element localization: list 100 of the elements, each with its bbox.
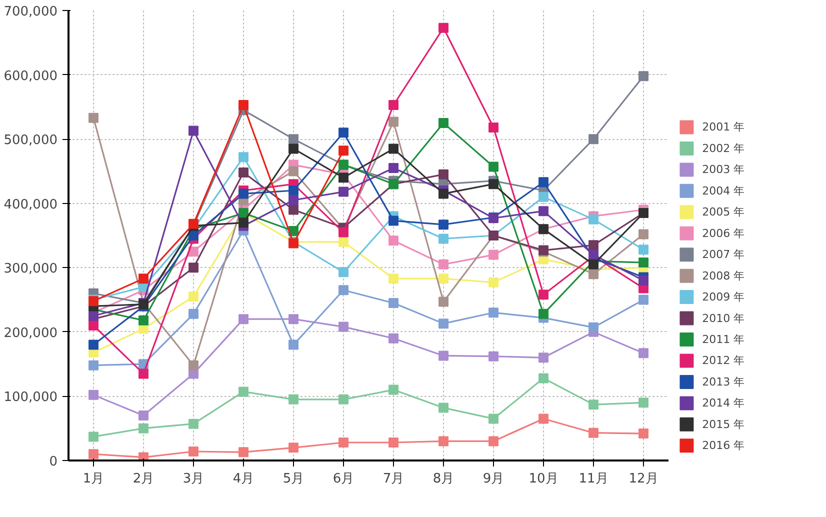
y-tick-label: 500,000 xyxy=(4,133,58,148)
x-tick-label: 2月 xyxy=(132,472,154,486)
legend-label: 2013 年 xyxy=(702,375,745,388)
y-tick-label: 400,000 xyxy=(4,197,58,212)
point xyxy=(288,394,298,404)
point xyxy=(188,308,198,319)
point xyxy=(438,188,448,199)
point xyxy=(438,220,448,230)
point xyxy=(338,267,348,278)
x-tick-label: 3月 xyxy=(182,472,204,486)
legend-label: 2012 年 xyxy=(702,354,745,368)
legend-label: 2008 年 xyxy=(702,269,745,282)
point xyxy=(438,234,448,244)
point xyxy=(88,432,98,442)
x-tick-label: 10月 xyxy=(528,472,558,486)
y-tick-label: 700,000 xyxy=(4,4,58,20)
point xyxy=(138,423,148,434)
point xyxy=(588,259,598,270)
point xyxy=(388,384,398,395)
point xyxy=(188,262,198,273)
point xyxy=(538,308,548,319)
point xyxy=(238,447,248,458)
point xyxy=(438,350,448,361)
point xyxy=(488,179,498,190)
point xyxy=(488,162,498,172)
point xyxy=(288,314,298,324)
point xyxy=(488,414,498,424)
x-tick-label: 9月 xyxy=(482,472,504,486)
point xyxy=(88,320,98,330)
point xyxy=(538,177,548,188)
point xyxy=(388,438,398,448)
point xyxy=(638,258,648,268)
legend-label: 2003 年 xyxy=(702,163,745,176)
x-tick-label: 8月 xyxy=(432,472,454,486)
point xyxy=(488,436,498,446)
point xyxy=(438,118,448,128)
point xyxy=(88,449,98,460)
point xyxy=(638,428,648,438)
point xyxy=(288,195,298,206)
point xyxy=(88,340,98,350)
point xyxy=(388,163,398,173)
point xyxy=(538,192,548,202)
point xyxy=(438,296,448,307)
legend-label: 2011 年 xyxy=(702,333,745,346)
point xyxy=(338,322,348,332)
point xyxy=(588,428,598,438)
point xyxy=(438,22,448,33)
point xyxy=(88,112,98,123)
point xyxy=(188,446,198,456)
point xyxy=(338,146,348,156)
y-tick-label: 300,000 xyxy=(4,262,58,277)
point xyxy=(138,274,148,284)
point xyxy=(488,122,498,132)
point xyxy=(538,290,548,300)
point xyxy=(188,360,198,370)
point xyxy=(388,333,398,344)
point xyxy=(638,398,648,408)
point xyxy=(288,442,298,453)
x-tick-label: 5月 xyxy=(282,472,304,486)
x-tick-label: 6月 xyxy=(332,472,354,486)
legend-label: 2010 年 xyxy=(702,312,745,325)
point xyxy=(338,227,348,238)
point xyxy=(638,348,648,358)
point xyxy=(638,294,648,305)
point xyxy=(288,340,298,350)
y-tick-label: 100,000 xyxy=(4,390,58,406)
point xyxy=(238,218,248,228)
point xyxy=(388,236,398,246)
point xyxy=(188,246,198,257)
point xyxy=(588,134,598,144)
point xyxy=(338,172,348,183)
point xyxy=(588,322,598,332)
point xyxy=(638,229,648,240)
legend-label: 2016 年 xyxy=(702,439,745,452)
point xyxy=(138,368,148,379)
point xyxy=(538,373,548,384)
point xyxy=(388,216,398,226)
point xyxy=(138,315,148,326)
point xyxy=(388,100,398,110)
x-tick-label: 1月 xyxy=(82,472,104,486)
point xyxy=(238,386,248,397)
point xyxy=(138,410,148,420)
y-tick-label: 200,000 xyxy=(4,326,58,341)
y-tick-label: 0 xyxy=(49,454,58,470)
point xyxy=(88,310,98,321)
point xyxy=(538,352,548,363)
x-tick-label: 7月 xyxy=(382,472,404,486)
legend-label: 2007 年 xyxy=(702,248,745,262)
legend-label: 2014 年 xyxy=(702,396,745,410)
y-tick-label: 600,000 xyxy=(4,68,58,84)
point xyxy=(238,152,248,162)
point xyxy=(638,276,648,286)
legend-label: 2009 年 xyxy=(702,290,745,304)
point xyxy=(638,71,648,82)
point xyxy=(238,100,248,110)
point xyxy=(488,351,498,362)
point xyxy=(288,204,298,215)
point xyxy=(338,128,348,138)
x-tick-label: 4月 xyxy=(232,472,254,486)
legend-label: 2005 年 xyxy=(702,206,745,219)
